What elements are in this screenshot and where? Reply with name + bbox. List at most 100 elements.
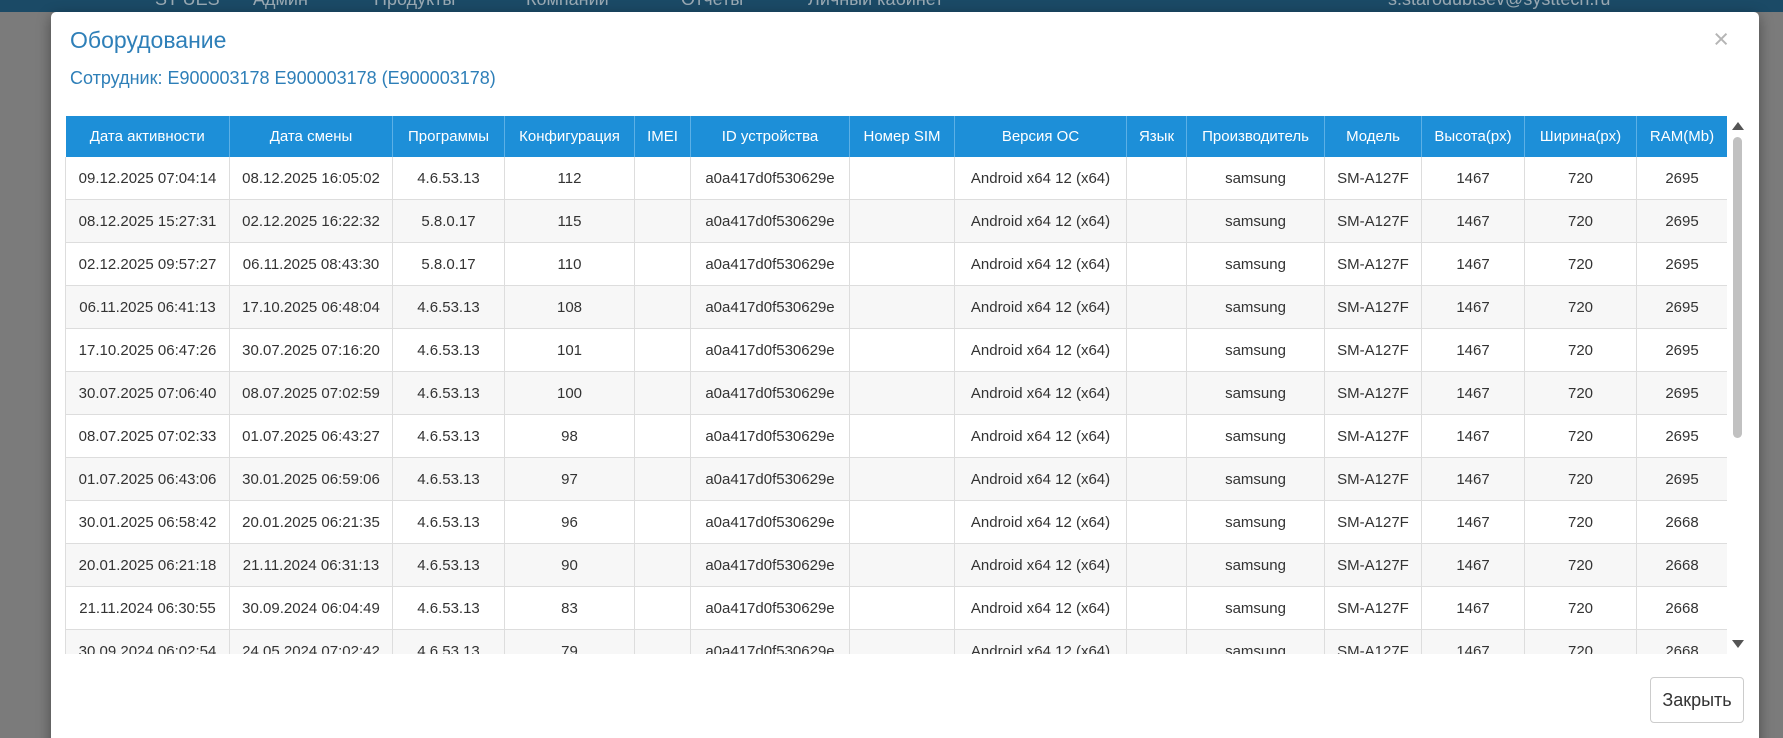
scroll-down[interactable] [1732, 640, 1744, 648]
column-header[interactable]: Ширина(px) [1524, 116, 1637, 157]
table-row[interactable]: 02.12.2025 09:57:27 06.11.2025 08:43:30 5.… [65, 242, 1727, 286]
table-row[interactable]: 08.12.2025 15:27:31 02.12.2025 16:22:32 5.… [65, 199, 1727, 243]
table-row[interactable]: 01.07.2025 06:43:06 30.01.2025 06:59:06 4.… [65, 457, 1727, 501]
empty-cell [1126, 543, 1187, 587]
table-cell: Android x64 12 (x64) [954, 285, 1127, 329]
table-cell: 30.07.2025 07:06:40 [65, 371, 230, 415]
table-cell: 720 [1524, 629, 1637, 654]
nav-item[interactable]: Отчеты [681, 0, 743, 10]
nav-item[interactable]: Продукты [374, 0, 455, 10]
empty-cell [849, 543, 955, 587]
empty-cell [634, 371, 691, 415]
table-cell: 1467 [1421, 457, 1525, 501]
empty-cell [634, 500, 691, 544]
table-row[interactable]: 17.10.2025 06:47:26 30.07.2025 07:16:20 4.… [65, 328, 1727, 372]
modal-subtitle: Сотрудник: E900003178 E900003178 (E90000… [70, 68, 496, 88]
column-header[interactable]: Язык [1126, 116, 1187, 157]
equipment-table: Дата активности Дата смены Программы Конфиг… [65, 116, 1727, 654]
table-cell: SM-A127F [1324, 199, 1422, 243]
table-cell: 720 [1524, 414, 1637, 458]
table-cell: 4.6.53.13 [392, 586, 505, 630]
nav-item[interactable]: Админ [253, 0, 308, 10]
table-cell: 720 [1524, 199, 1637, 243]
table-cell: samsung [1186, 371, 1325, 415]
table-cell: 4.6.53.13 [392, 371, 505, 415]
empty-cell [634, 543, 691, 587]
table-cell: 110 [504, 242, 635, 286]
table-body: 09.12.2025 07:04:14 08.12.2025 16:05:02 4.… [65, 157, 1727, 654]
close-icon[interactable]: × [1713, 24, 1729, 54]
table-cell: 96 [504, 500, 635, 544]
table-cell: 2695 [1636, 285, 1727, 329]
table-cell: Android x64 12 (x64) [954, 199, 1127, 243]
column-header[interactable]: IMEI [634, 116, 691, 157]
column-header[interactable]: Программы [392, 116, 505, 157]
table-row[interactable]: 30.01.2025 06:58:42 20.01.2025 06:21:35 4.… [65, 500, 1727, 544]
empty-cell [849, 285, 955, 329]
empty-cell [849, 586, 955, 630]
table-cell: Android x64 12 (x64) [954, 543, 1127, 587]
scroll-up[interactable] [1732, 122, 1744, 130]
scrollbar[interactable] [1727, 116, 1748, 654]
table-cell: 4.6.53.13 [392, 457, 505, 501]
table-cell: Android x64 12 (x64) [954, 457, 1127, 501]
table-cell: Android x64 12 (x64) [954, 629, 1127, 654]
column-header[interactable]: Дата активности [65, 116, 230, 157]
empty-cell [634, 157, 691, 200]
column-header[interactable]: Производитель [1186, 116, 1325, 157]
table-cell: 17.10.2025 06:47:26 [65, 328, 230, 372]
table-row[interactable]: 08.07.2025 07:02:33 01.07.2025 06:43:27 4.… [65, 414, 1727, 458]
table-row[interactable]: 21.11.2024 06:30:55 30.09.2024 06:04:49 4.… [65, 586, 1727, 630]
column-header[interactable]: Высота(px) [1421, 116, 1525, 157]
table-cell: 1467 [1421, 629, 1525, 654]
table-cell: a0a417d0f530629e [690, 457, 850, 501]
table-cell: 4.6.53.13 [392, 157, 505, 200]
empty-cell [634, 285, 691, 329]
table-cell: SM-A127F [1324, 414, 1422, 458]
table-row[interactable]: 06.11.2025 06:41:13 17.10.2025 06:48:04 4.… [65, 285, 1727, 329]
empty-cell [849, 328, 955, 372]
scroll-thumb[interactable] [1733, 137, 1742, 438]
empty-cell [1126, 629, 1187, 654]
empty-cell [634, 457, 691, 501]
column-header[interactable]: Дата смены [229, 116, 393, 157]
table-cell: 30.01.2025 06:58:42 [65, 500, 230, 544]
table-cell: samsung [1186, 586, 1325, 630]
table-cell: Android x64 12 (x64) [954, 586, 1127, 630]
table-cell: samsung [1186, 414, 1325, 458]
table-row[interactable]: 09.12.2025 07:04:14 08.12.2025 16:05:02 4.… [65, 157, 1727, 200]
table-cell: samsung [1186, 199, 1325, 243]
table-row[interactable]: 20.01.2025 06:21:18 21.11.2024 06:31:13 4.… [65, 543, 1727, 587]
brand[interactable]: ST UES [155, 0, 220, 10]
empty-cell [849, 242, 955, 286]
table-cell: a0a417d0f530629e [690, 199, 850, 243]
table-cell: samsung [1186, 328, 1325, 372]
column-header[interactable]: Версия ОС [954, 116, 1127, 157]
column-header[interactable]: RAM(Mb) [1636, 116, 1727, 157]
empty-cell [634, 242, 691, 286]
table-cell: 1467 [1421, 500, 1525, 544]
table-cell: Android x64 12 (x64) [954, 414, 1127, 458]
nav-item[interactable]: Компании [526, 0, 609, 10]
table-row[interactable]: 30.07.2025 07:06:40 08.07.2025 07:02:59 4.… [65, 371, 1727, 415]
table-cell: 20.01.2025 06:21:18 [65, 543, 230, 587]
table-cell: 30.01.2025 06:59:06 [229, 457, 393, 501]
close-button[interactable]: Закрыть [1650, 677, 1744, 723]
table-cell: 06.11.2025 06:41:13 [65, 285, 230, 329]
table-row[interactable]: 30.09.2024 06:02:54 24.05.2024 07:02:42 4.… [65, 629, 1727, 654]
table-cell: samsung [1186, 457, 1325, 501]
empty-cell [634, 328, 691, 372]
table-cell: Android x64 12 (x64) [954, 328, 1127, 372]
column-header[interactable]: Номер SIM [849, 116, 955, 157]
table-cell: 09.12.2025 07:04:14 [65, 157, 230, 200]
table-cell: 720 [1524, 242, 1637, 286]
table-cell: 02.12.2025 09:57:27 [65, 242, 230, 286]
user-menu[interactable]: s.starodubtsev@systtech.ru [1388, 0, 1610, 10]
column-header[interactable]: Конфигурация [504, 116, 635, 157]
empty-cell [849, 500, 955, 544]
table-cell: 115 [504, 199, 635, 243]
table-cell: SM-A127F [1324, 457, 1422, 501]
nav-item[interactable]: Личный кабинет [808, 0, 943, 10]
column-header[interactable]: Модель [1324, 116, 1422, 157]
column-header[interactable]: ID устройства [690, 116, 850, 157]
